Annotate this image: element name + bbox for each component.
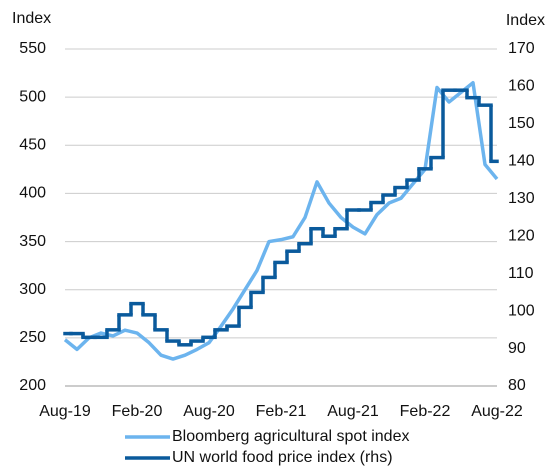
- x-tick-label: Feb-21: [256, 403, 307, 420]
- legend-label: UN world food price index (rhs): [172, 449, 393, 466]
- y2-tick-label: 100: [508, 302, 535, 319]
- y-tick-label: 400: [19, 185, 46, 202]
- x-tick-label: Aug-20: [183, 403, 235, 420]
- y-axis-label: Index: [12, 10, 51, 27]
- y2-tick-label: 120: [508, 227, 535, 244]
- x-tick-label: Feb-20: [112, 403, 163, 420]
- y-tick-label: 250: [19, 329, 46, 346]
- y2-tick-label: 80: [508, 377, 526, 394]
- y2-tick-label: 170: [508, 40, 535, 57]
- y2-tick-label: 110: [508, 265, 534, 282]
- y2-tick-label: 150: [508, 115, 535, 132]
- x-tick-label: Aug-21: [327, 403, 379, 420]
- y-tick-label: 500: [19, 88, 46, 105]
- y-tick-label: 350: [19, 233, 46, 250]
- y2-tick-label: 130: [508, 190, 535, 207]
- y2-axis-label: Index: [506, 12, 545, 29]
- x-tick-label: Feb-22: [400, 403, 451, 420]
- x-tick-label: Aug-19: [39, 403, 91, 420]
- line: [63, 80, 499, 361]
- y2-tick-label: 160: [508, 78, 535, 95]
- y-tick-label: 300: [19, 281, 46, 298]
- x-tick-label: Aug-22: [471, 403, 523, 420]
- y2-tick-label: 90: [508, 340, 526, 357]
- y-tick-label: 200: [19, 377, 46, 394]
- y-tick-label: 550: [19, 40, 46, 57]
- legend-label: Bloomberg agricultural spot index: [172, 428, 409, 445]
- y2-tick-label: 140: [508, 153, 535, 170]
- y-tick-label: 450: [19, 137, 46, 154]
